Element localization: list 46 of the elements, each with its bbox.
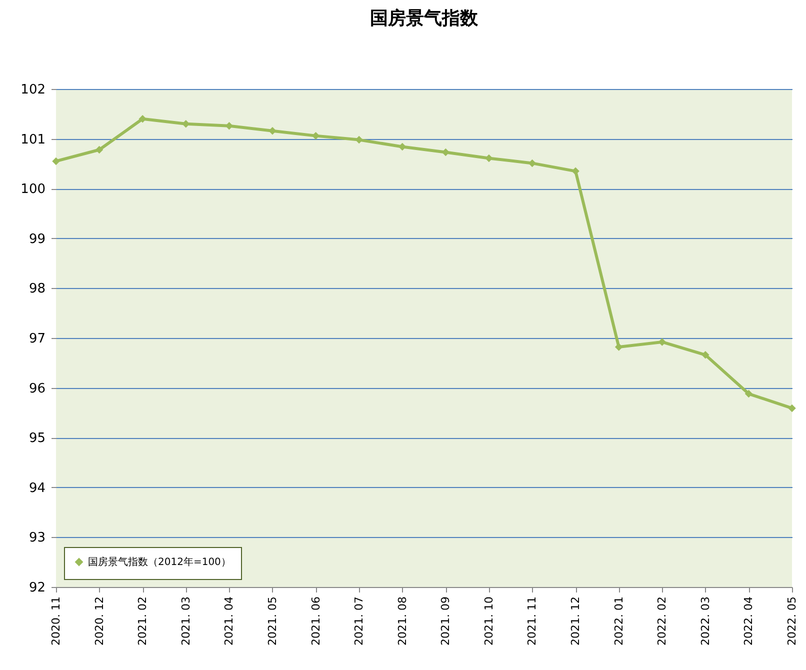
x-tick-label: 2021. 09 — [439, 596, 452, 646]
x-tick-label: 2021. 04 — [222, 596, 236, 646]
y-tick-label: 98 — [28, 282, 46, 297]
x-tick-label: 2021. 11 — [526, 596, 539, 646]
x-tick-label: 2022. 05 — [786, 596, 798, 646]
y-tick-label: 100 — [20, 182, 46, 198]
x-tick-label: 2021. 02 — [136, 596, 150, 646]
point — [788, 404, 796, 412]
point — [138, 115, 146, 123]
point — [52, 157, 60, 166]
x-tick-label: 2021. 03 — [179, 596, 192, 646]
point — [312, 132, 320, 140]
point — [95, 146, 104, 154]
point — [702, 351, 710, 359]
y-tick-label: 97 — [28, 332, 46, 346]
point — [398, 142, 406, 151]
x-tick-label: 2021. 10 — [482, 596, 496, 646]
x-tick-label: 2022. 02 — [656, 596, 669, 646]
x-tick-label: 2020. 12 — [92, 596, 106, 646]
y-tick-label: 96 — [28, 381, 46, 396]
x-tick-label: 2022. 03 — [698, 596, 712, 646]
y-tick-label: 92 — [28, 580, 46, 596]
point — [485, 154, 493, 162]
point — [658, 338, 666, 346]
y-tick-label: 101 — [20, 132, 46, 148]
point — [572, 167, 580, 176]
x-tick-label: 2020. 11 — [50, 596, 62, 646]
y-tick-label: 93 — [28, 530, 46, 546]
x-tick-label: 2022. 04 — [742, 596, 756, 646]
x-tick-label: 2021. 12 — [569, 596, 582, 646]
y-tick-label: 102 — [20, 82, 46, 98]
x-tick-label: 2021. 08 — [396, 596, 409, 646]
point — [268, 126, 276, 135]
point — [442, 148, 450, 156]
chart-title: 国房景气指数 — [370, 8, 479, 29]
x-tick-label: 2021. 06 — [309, 596, 322, 646]
legend-label: 国房景气指数（2012年=100） — [88, 556, 231, 568]
y-tick-label: 95 — [28, 431, 46, 446]
x-tick-label: 2021. 05 — [266, 596, 279, 646]
y-tick-label: 99 — [28, 232, 46, 247]
x-tick-label: 2021. 07 — [352, 596, 366, 646]
point — [614, 343, 623, 351]
point — [744, 390, 753, 398]
y-tick-label: 94 — [28, 480, 46, 496]
point — [528, 159, 536, 168]
x-tick-label: 2022. 01 — [612, 596, 626, 646]
